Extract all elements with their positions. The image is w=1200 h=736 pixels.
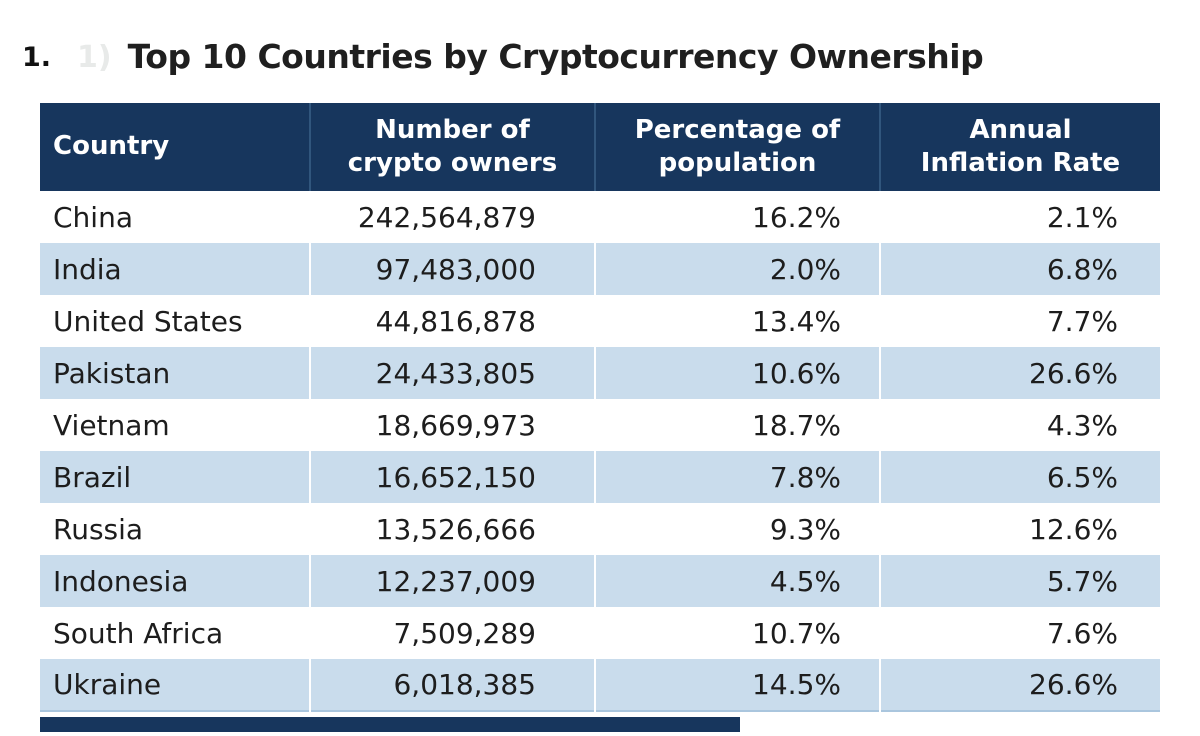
cell-percentage-population: 10.6% <box>594 347 880 399</box>
cell-crypto-owners: 97,483,000 <box>309 243 595 295</box>
table-row: Russia 13,526,666 9.3% 12.6% <box>40 503 1160 555</box>
cell-country: India <box>40 243 310 295</box>
cell-percentage-population: 16.2% <box>594 191 880 243</box>
cell-inflation-rate: 2.1% <box>879 191 1160 243</box>
cell-country: Ukraine <box>40 659 310 711</box>
cell-inflation-rate: 6.8% <box>879 243 1160 295</box>
column-header-crypto-owners: Number of crypto owners <box>309 103 595 191</box>
cell-percentage-population: 7.8% <box>594 451 880 503</box>
cell-country: Vietnam <box>53 408 170 442</box>
table-row: Vietnam 18,669,973 18.7% 4.3% <box>40 399 1160 451</box>
cell-country: China <box>53 200 133 234</box>
next-table-header-partial <box>40 717 740 732</box>
cell-inflation-rate: 4.3% <box>879 399 1160 451</box>
table-row: Indonesia 12,237,009 4.5% 5.7% <box>40 555 1160 607</box>
cell-country: United States <box>53 304 243 338</box>
page-heading: 1. 1) Top 10 Countries by Cryptocurrency… <box>22 28 1200 76</box>
cell-crypto-owners: 24,433,805 <box>309 347 595 399</box>
cell-inflation-rate: 12.6% <box>879 503 1160 555</box>
table-row: Brazil 16,652,150 7.8% 6.5% <box>40 451 1160 503</box>
cell-percentage-population: 9.3% <box>594 503 880 555</box>
cell-percentage-population: 13.4% <box>594 295 880 347</box>
heading-list-number: 1. <box>22 42 52 73</box>
table-row: China 242,564,879 16.2% 2.1% <box>40 191 1160 243</box>
cell-percentage-population: 10.7% <box>594 607 880 659</box>
cell-crypto-owners: 7,509,289 <box>309 607 595 659</box>
cell-percentage-population: 18.7% <box>594 399 880 451</box>
cell-crypto-owners: 6,018,385 <box>309 659 595 711</box>
cell-percentage-population: 2.0% <box>594 243 880 295</box>
cell-inflation-rate: 7.7% <box>879 295 1160 347</box>
cell-inflation-rate: 6.5% <box>879 451 1160 503</box>
page-title: Top 10 Countries by Cryptocurrency Owner… <box>127 37 984 76</box>
cell-country: South Africa <box>53 616 224 650</box>
table-row: United States 44,816,878 13.4% 7.7% <box>40 295 1160 347</box>
column-header-inflation-rate: Annual Inflation Rate <box>879 103 1160 191</box>
cell-inflation-rate: 7.6% <box>879 607 1160 659</box>
cell-crypto-owners: 13,526,666 <box>309 503 595 555</box>
cell-crypto-owners: 16,652,150 <box>309 451 595 503</box>
cell-crypto-owners: 44,816,878 <box>309 295 595 347</box>
cell-percentage-population: 14.5% <box>594 659 880 711</box>
table-row: Ukraine 6,018,385 14.5% 26.6% <box>40 659 1160 711</box>
table-header-row: Country Number of crypto owners Percenta… <box>40 103 1160 191</box>
cell-country: Pakistan <box>40 347 310 399</box>
cell-country: Russia <box>53 512 144 546</box>
column-header-country: Country <box>40 103 310 191</box>
cell-crypto-owners: 12,237,009 <box>309 555 595 607</box>
cell-country: Brazil <box>40 451 310 503</box>
cell-crypto-owners: 242,564,879 <box>309 191 595 243</box>
column-header-percentage-population: Percentage of population <box>594 103 880 191</box>
cell-crypto-owners: 18,669,973 <box>309 399 595 451</box>
cell-inflation-rate: 26.6% <box>879 659 1160 711</box>
heading-ghost-number: 1) <box>77 40 112 75</box>
table-row: South Africa 7,509,289 10.7% 7.6% <box>40 607 1160 659</box>
table-row: Pakistan 24,433,805 10.6% 26.6% <box>40 347 1160 399</box>
table-row: India 97,483,000 2.0% 6.8% <box>40 243 1160 295</box>
table-body: China 242,564,879 16.2% 2.1% India 97,48… <box>40 191 1160 711</box>
crypto-ownership-table: Country Number of crypto owners Percenta… <box>40 103 1160 712</box>
cell-percentage-population: 4.5% <box>594 555 880 607</box>
cell-inflation-rate: 5.7% <box>879 555 1160 607</box>
cell-inflation-rate: 26.6% <box>879 347 1160 399</box>
cell-country: Indonesia <box>40 555 310 607</box>
